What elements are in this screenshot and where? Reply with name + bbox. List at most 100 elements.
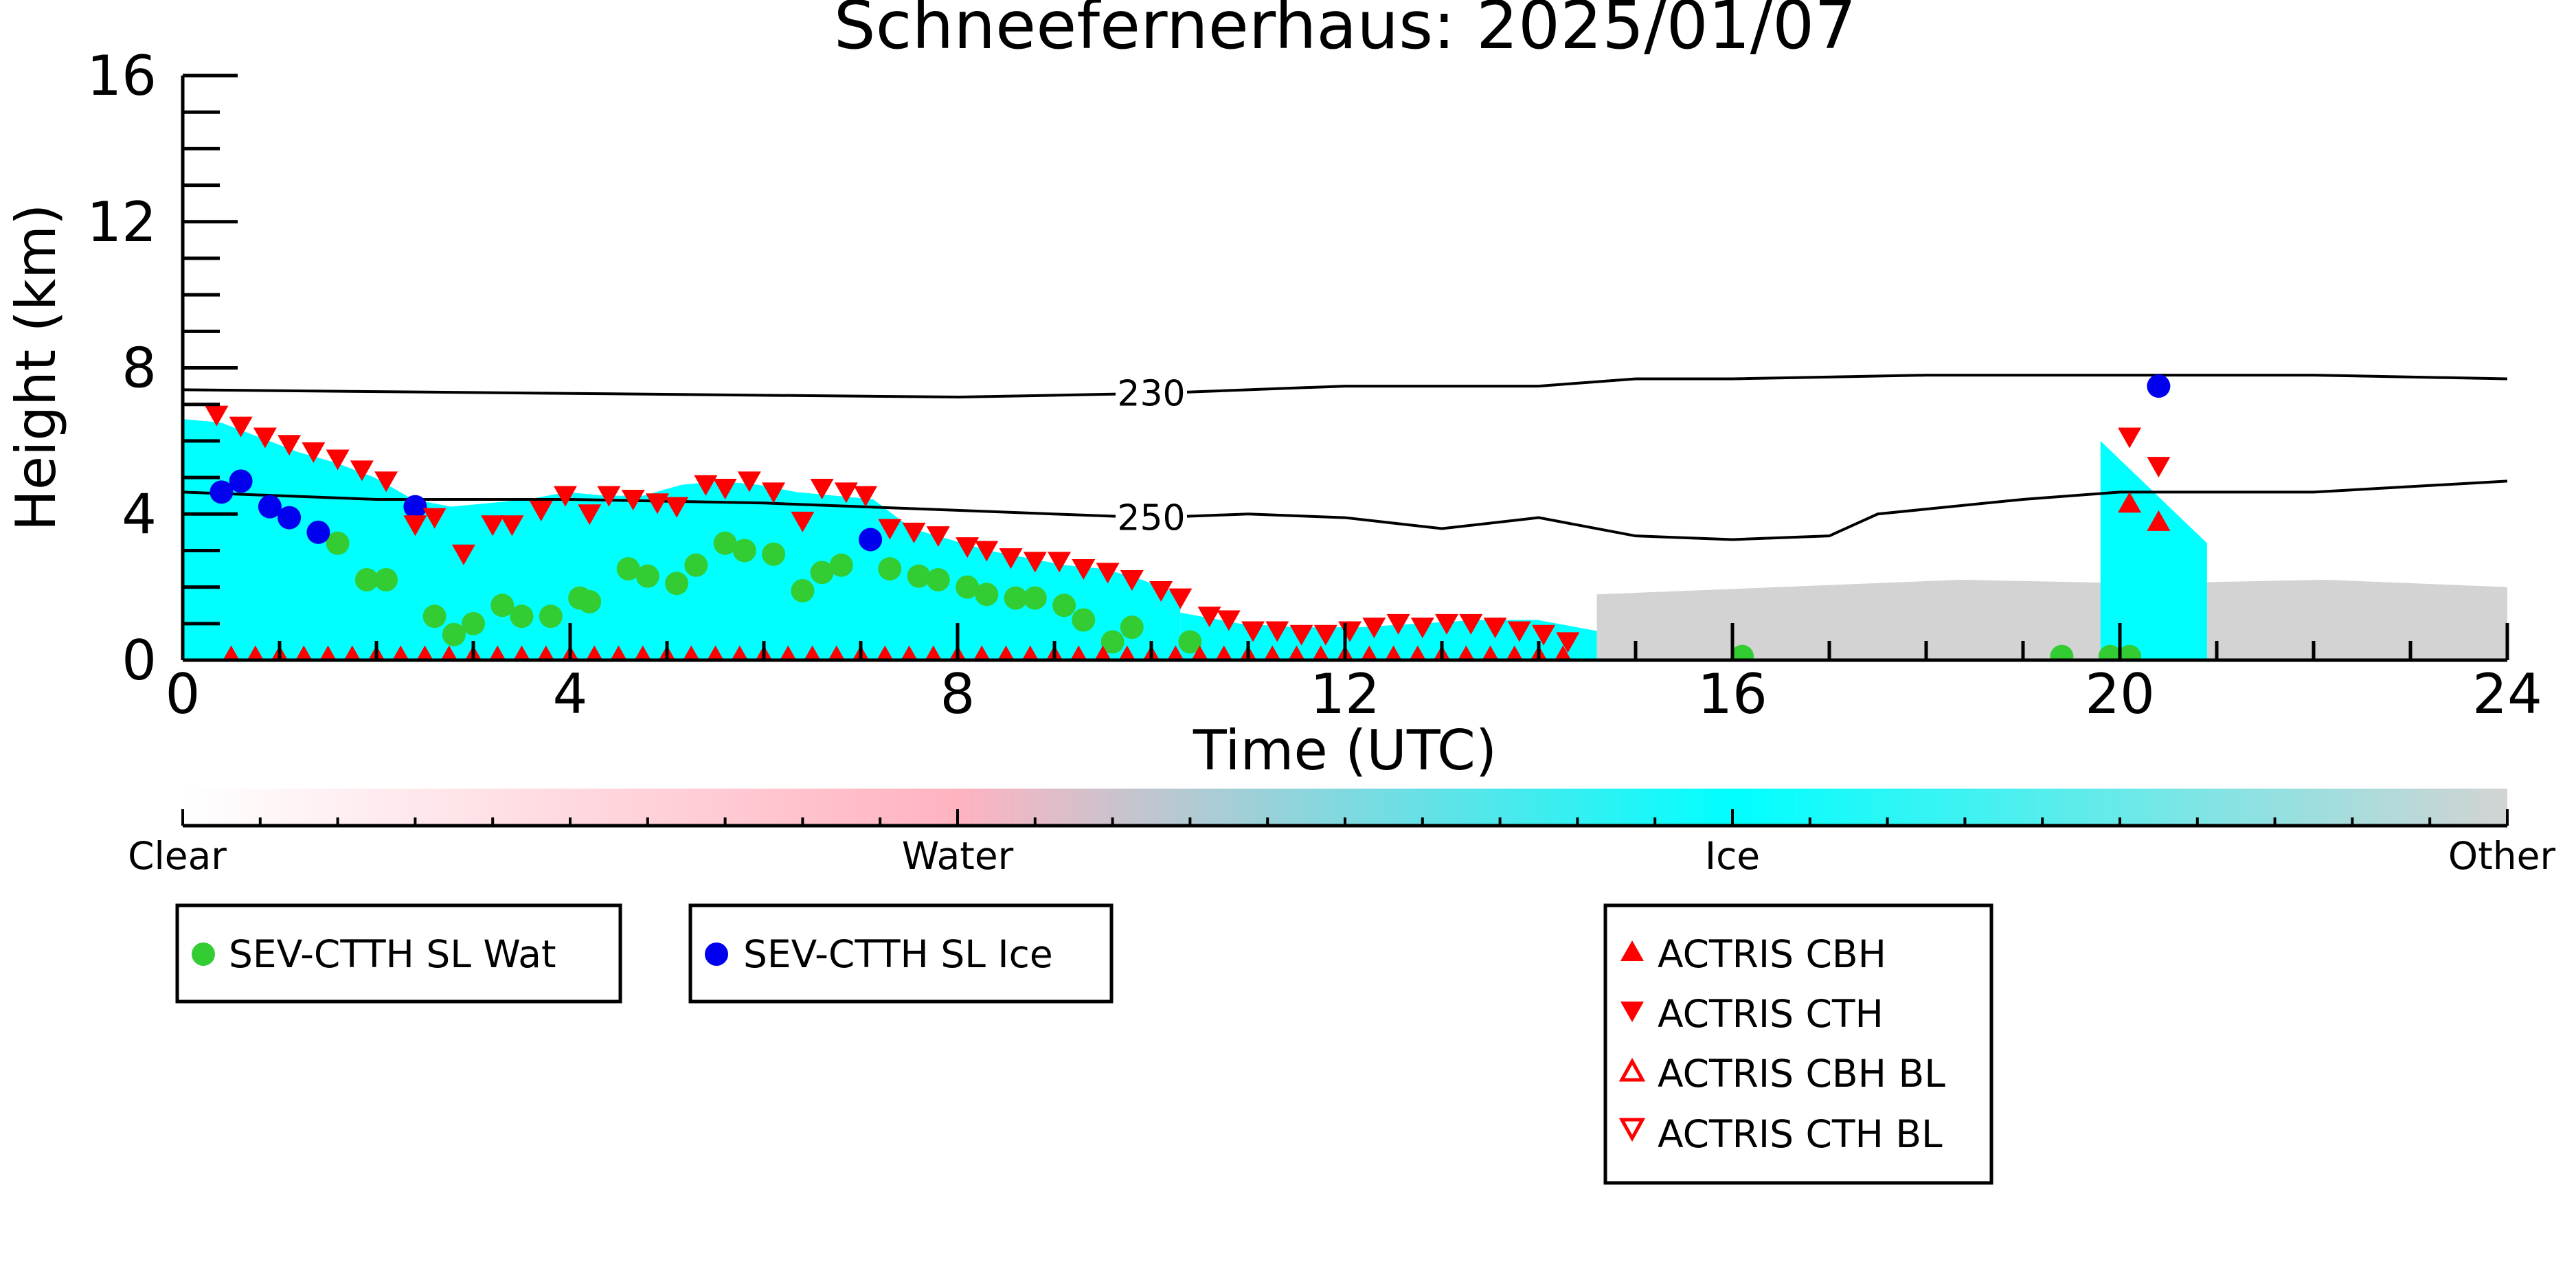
actris-cth-marker: [350, 460, 374, 482]
contour-label-230: 230: [1117, 374, 1185, 415]
colorbar-label-clear: Clear: [128, 834, 227, 878]
actris-cbh-marker: [392, 645, 409, 660]
actris-cth-marker: [1072, 559, 1096, 580]
actris-cth-marker: [1241, 621, 1265, 642]
actris-cbh-marker: [1264, 645, 1281, 660]
data-markers: [205, 374, 2171, 660]
actris-cbh-marker: [1094, 645, 1111, 660]
actris-cth-marker: [878, 519, 902, 540]
actris-cth-marker: [278, 435, 302, 456]
legend-marker-green-circle: [192, 942, 215, 966]
actris-cbh-marker: [247, 645, 264, 660]
colorbar-label-water: Water: [902, 834, 1014, 878]
actris-cbh-marker: [1312, 645, 1329, 660]
actris-cth-marker: [665, 497, 689, 518]
actris-cth-marker: [621, 489, 645, 510]
actris-cth-marker: [597, 486, 621, 507]
y-tick-label: 12: [87, 190, 157, 254]
actris-cth-marker: [1168, 588, 1193, 609]
actris-cbh-marker: [295, 645, 313, 660]
sev-ctth-sl-ice-marker: [229, 469, 253, 493]
actris-cbh-marker: [1167, 645, 1184, 660]
cloud-phase-area-ice: [1180, 612, 1597, 660]
cloud-phase-area-ice: [183, 418, 1181, 660]
actris-cth-marker: [1556, 632, 1580, 653]
actris-cth-marker: [1096, 563, 1120, 584]
actris-cth-marker: [645, 493, 669, 515]
colorbar-label-other: Other: [2448, 834, 2556, 878]
sev-ctth-sl-wat-marker: [878, 557, 902, 581]
x-tick-label: 24: [2472, 662, 2542, 726]
actris-cbh-marker: [901, 645, 918, 660]
actris-cbh-marker: [440, 645, 457, 660]
actris-cbh-marker: [416, 645, 433, 660]
actris-cbh-marker: [973, 645, 991, 660]
actris-cbh-marker: [1555, 645, 1572, 660]
actris-cth-marker: [1410, 618, 1434, 639]
contour-label-bg: [1116, 498, 1187, 534]
actris-cth-marker: [500, 515, 524, 536]
actris-cth-marker: [975, 541, 999, 562]
sev-ctth-sl-wat-marker: [2098, 644, 2122, 660]
actris-cbh-marker: [925, 645, 942, 660]
actris-cbh-marker: [804, 645, 821, 660]
actris-cbh-marker: [997, 645, 1015, 660]
actris-cth-marker: [529, 500, 553, 521]
legend-actris: ACTRIS CBH ACTRIS CTH ACTRIS CBH BL ACTR…: [1603, 903, 1993, 1185]
chart-title: Schneefernerhaus: 2025/01/07: [834, 0, 1857, 64]
y-tick-label: 0: [122, 629, 157, 692]
sev-ctth-sl-wat-marker: [810, 561, 834, 585]
sev-ctth-sl-wat-marker: [926, 567, 950, 591]
actris-cbh-marker: [828, 645, 845, 660]
actris-cth-marker: [737, 471, 761, 493]
actris-cbh-marker: [1385, 645, 1402, 660]
legend-label-actris-cth: ACTRIS CTH: [1658, 992, 1884, 1036]
actris-cth-marker: [1459, 613, 1483, 635]
sev-ctth-sl-wat-marker: [354, 567, 379, 591]
sev-ctth-sl-ice-marker: [2147, 374, 2171, 398]
legend-box: [688, 903, 1114, 1004]
actris-cth-marker: [1217, 610, 1241, 631]
actris-cth-marker: [1048, 552, 1072, 573]
x-tick-label: 0: [166, 662, 201, 726]
actris-cbh-marker: [586, 645, 603, 660]
legend-box: [175, 903, 622, 1004]
actris-cth-marker: [553, 486, 577, 507]
sev-ctth-sl-wat-marker: [762, 542, 786, 566]
actris-cth-marker: [374, 471, 398, 493]
actris-cth-marker: [481, 515, 505, 536]
sev-ctth-sl-wat-marker: [829, 553, 853, 577]
actris-cbh-marker: [223, 645, 240, 660]
actris-cth-marker: [1265, 621, 1289, 642]
sev-ctth-sl-wat-marker: [907, 564, 931, 588]
actris-cbh-marker: [513, 645, 530, 660]
actris-cth-marker: [762, 482, 786, 504]
actris-cbh-marker: [2118, 492, 2142, 513]
cloud-phase-area-other: [1596, 579, 2507, 660]
temperature-contours: [183, 374, 2507, 541]
actris-cbh-marker: [537, 645, 554, 660]
sev-ctth-sl-wat-marker: [791, 578, 815, 602]
actris-cbh-marker: [1215, 645, 1232, 660]
sev-ctth-sl-wat-marker: [1004, 586, 1028, 610]
actris-cbh-marker: [1506, 645, 1523, 660]
sev-ctth-sl-wat-marker: [578, 589, 602, 613]
legend-label-actris-cth-bl: ACTRIS CTH BL: [1658, 1112, 1943, 1156]
actris-cth-marker: [1483, 618, 1507, 639]
actris-cth-marker: [1120, 569, 1144, 591]
actris-cth-marker: [694, 475, 718, 496]
actris-cbh-marker: [1409, 645, 1426, 660]
actris-cth-marker: [2147, 457, 2171, 478]
sev-ctth-sl-wat-marker: [1052, 594, 1076, 618]
x-tick-label: 16: [1697, 662, 1767, 726]
legend-label-actris-cbh-bl: ACTRIS CBH BL: [1658, 1052, 1945, 1096]
actris-cth-marker: [1435, 613, 1459, 635]
actris-cbh-marker: [1021, 645, 1039, 660]
legend-label-sev-wat: SEV-CTTH SL Wat: [229, 932, 556, 976]
actris-cbh-marker: [683, 645, 700, 660]
cloud-phase-layer: [183, 418, 2507, 660]
plot-area: [183, 374, 2507, 660]
sev-ctth-sl-wat-marker: [1100, 630, 1125, 654]
actris-cth-marker: [229, 416, 253, 438]
